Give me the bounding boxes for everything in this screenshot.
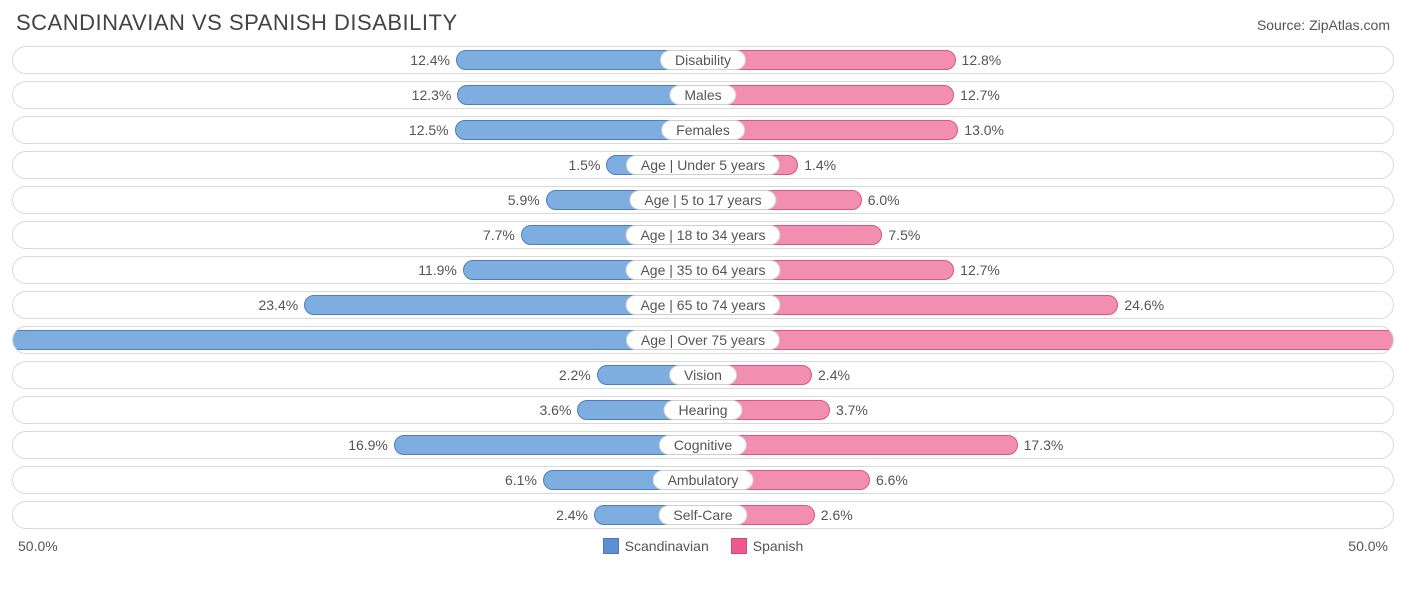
diverging-bar-chart: 12.4% 12.8% Disability 12.3% 12.7% Males 12.5%…	[12, 46, 1394, 529]
category-label: Females	[661, 120, 745, 140]
source-label: Source: ZipAtlas.com	[1257, 17, 1390, 33]
category-label: Males	[669, 85, 736, 105]
category-label: Age | 5 to 17 years	[629, 190, 776, 210]
chart-row: 3.6% 3.7% Hearing	[12, 396, 1394, 424]
bar-right	[703, 435, 1018, 455]
value-right: 12.7%	[954, 257, 1000, 283]
chart-row: 12.3% 12.7% Males	[12, 81, 1394, 109]
value-left: 5.9%	[508, 187, 546, 213]
bar-right	[703, 330, 1394, 350]
value-right: 12.7%	[954, 82, 1000, 108]
bar-right	[703, 85, 954, 105]
value-left: 12.3%	[412, 82, 458, 108]
axis-left-max: 50.0%	[18, 538, 58, 554]
chart-row: 23.4% 24.6% Age | 65 to 74 years	[12, 291, 1394, 319]
value-right: 1.4%	[798, 152, 836, 178]
category-label: Self-Care	[658, 505, 747, 525]
value-left: 6.1%	[505, 467, 543, 493]
category-label: Vision	[669, 365, 737, 385]
value-left: 2.4%	[556, 502, 594, 528]
category-label: Hearing	[663, 400, 742, 420]
legend-item-left: Scandinavian	[603, 538, 709, 554]
value-right: 24.6%	[1118, 292, 1164, 318]
value-left: 11.9%	[418, 257, 463, 283]
value-left: 12.5%	[409, 117, 455, 143]
category-label: Age | 18 to 34 years	[625, 225, 780, 245]
value-right: 7.5%	[882, 222, 920, 248]
category-label: Ambulatory	[653, 470, 754, 490]
category-label: Age | 65 to 74 years	[625, 295, 780, 315]
legend-label-right: Spanish	[753, 538, 804, 554]
value-left: 16.9%	[348, 432, 394, 458]
category-label: Disability	[660, 50, 746, 70]
value-left: 3.6%	[540, 397, 578, 423]
chart-row: 2.2% 2.4% Vision	[12, 361, 1394, 389]
value-left: 7.7%	[483, 222, 521, 248]
value-right: 17.3%	[1018, 432, 1064, 458]
header: SCANDINAVIAN VS SPANISH DISABILITY Sourc…	[12, 10, 1394, 46]
legend-label-left: Scandinavian	[625, 538, 709, 554]
chart-row: 1.5% 1.4% Age | Under 5 years	[12, 151, 1394, 179]
value-right: 2.4%	[812, 362, 850, 388]
value-left: 2.2%	[559, 362, 597, 388]
chart-title: SCANDINAVIAN VS SPANISH DISABILITY	[16, 10, 458, 36]
chart-row: 11.9% 12.7% Age | 35 to 64 years	[12, 256, 1394, 284]
category-label: Age | Under 5 years	[626, 155, 780, 175]
chart-row: 12.4% 12.8% Disability	[12, 46, 1394, 74]
category-label: Age | 35 to 64 years	[625, 260, 780, 280]
value-right: 13.0%	[958, 117, 1004, 143]
axis-right-max: 50.0%	[1348, 538, 1388, 554]
legend: Scandinavian Spanish	[603, 538, 804, 554]
value-right: 2.6%	[815, 502, 853, 528]
bar-left	[394, 435, 703, 455]
legend-swatch-left	[603, 538, 619, 554]
bar-left	[12, 330, 703, 350]
category-label: Cognitive	[659, 435, 747, 455]
value-right: 12.8%	[956, 47, 1002, 73]
chart-row: 12.5% 13.0% Females	[12, 116, 1394, 144]
legend-item-right: Spanish	[731, 538, 804, 554]
chart-row: 6.1% 6.6% Ambulatory	[12, 466, 1394, 494]
chart-row: 16.9% 17.3% Cognitive	[12, 431, 1394, 459]
value-left: 1.5%	[568, 152, 606, 178]
chart-row: 46.6%48.0%Age | Over 75 years	[12, 326, 1394, 354]
category-label: Age | Over 75 years	[626, 330, 780, 350]
value-left: 23.4%	[258, 292, 304, 318]
value-left: 12.4%	[410, 47, 456, 73]
bar-left	[457, 85, 703, 105]
legend-swatch-right	[731, 538, 747, 554]
value-right: 6.6%	[870, 467, 908, 493]
chart-row: 2.4% 2.6% Self-Care	[12, 501, 1394, 529]
chart-row: 5.9% 6.0% Age | 5 to 17 years	[12, 186, 1394, 214]
value-right: 6.0%	[862, 187, 900, 213]
value-right: 3.7%	[830, 397, 868, 423]
chart-footer: 50.0% Scandinavian Spanish 50.0%	[12, 536, 1394, 554]
chart-row: 7.7% 7.5% Age | 18 to 34 years	[12, 221, 1394, 249]
